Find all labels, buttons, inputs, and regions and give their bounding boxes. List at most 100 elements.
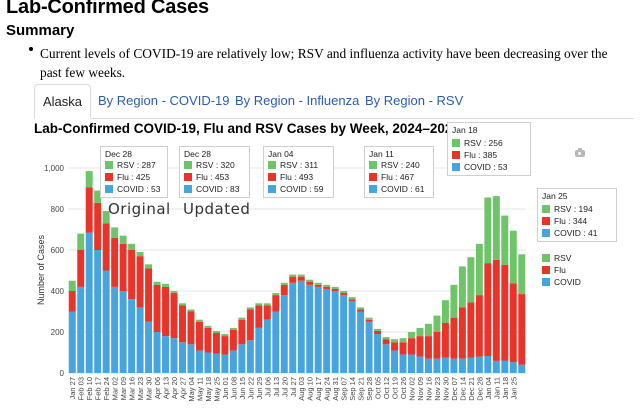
bar-covid[interactable] [391,350,399,373]
bar-rsv[interactable] [94,190,102,203]
bar-rsv[interactable] [416,327,424,337]
bar-flu[interactable] [357,309,365,312]
bar-covid[interactable] [229,350,237,373]
bar-rsv[interactable] [111,227,119,238]
bar-flu[interactable] [85,187,93,233]
bar-rsv[interactable] [246,307,254,310]
bar-covid[interactable] [111,286,119,373]
bar-covid[interactable] [297,280,305,373]
bar-flu[interactable] [484,263,492,356]
bar-flu[interactable] [102,223,110,271]
bar-covid[interactable] [246,340,254,373]
bar-flu[interactable] [391,342,399,351]
bar-flu[interactable] [128,250,136,300]
bar-flu[interactable] [238,319,246,345]
bar-rsv[interactable] [374,328,382,331]
bar-rsv[interactable] [408,332,415,339]
bar-covid[interactable] [509,362,517,373]
bar-flu[interactable] [187,311,195,345]
bar-covid[interactable] [221,354,229,373]
bar-covid[interactable] [119,291,127,373]
bar-flu[interactable] [136,256,144,308]
bar-covid[interactable] [492,360,500,373]
bar-covid[interactable] [204,352,212,374]
bar-covid[interactable] [416,356,424,373]
bar-covid[interactable] [408,354,415,373]
bar-flu[interactable] [77,250,85,287]
bar-covid[interactable] [170,338,178,373]
bar-flu[interactable] [280,284,288,296]
bar-covid[interactable] [382,344,390,373]
bar-rsv[interactable] [170,291,178,294]
bar-covid[interactable] [272,311,280,374]
bar-rsv[interactable] [382,337,390,340]
bar-covid[interactable] [365,321,373,373]
bar-flu[interactable] [179,305,186,343]
bar-rsv[interactable] [221,334,229,337]
bar-covid[interactable] [162,336,170,373]
bar-covid[interactable] [433,358,441,373]
bar-rsv[interactable] [212,330,220,334]
bar-flu[interactable] [408,338,415,355]
bar-covid[interactable] [102,270,110,374]
bar-covid[interactable] [357,311,365,374]
bar-rsv[interactable] [441,300,449,323]
bar-covid[interactable] [340,295,348,373]
bar-flu[interactable] [153,284,161,332]
bar-rsv[interactable] [458,266,466,308]
bar-flu[interactable] [382,339,390,345]
bar-covid[interactable] [153,332,161,373]
bar-flu[interactable] [365,319,373,322]
bar-flu[interactable] [509,283,517,363]
bar-flu[interactable] [162,286,170,337]
bar-covid[interactable] [238,344,246,373]
bar-covid[interactable] [450,358,458,373]
bar-rsv[interactable] [450,284,458,318]
bar-rsv[interactable] [145,264,153,269]
bar-flu[interactable] [450,317,458,359]
bar-flu[interactable] [492,259,500,361]
bar-covid[interactable] [179,342,186,373]
bar-rsv[interactable] [501,215,509,265]
bar-flu[interactable] [467,302,475,358]
bar-rsv[interactable] [179,303,186,306]
bar-covid[interactable] [374,334,382,373]
bar-covid[interactable] [501,360,509,373]
bar-rsv[interactable] [467,257,475,303]
bar-flu[interactable] [246,309,254,341]
bar-flu[interactable] [170,293,178,339]
bar-flu[interactable] [475,295,483,357]
bar-rsv[interactable] [433,315,441,332]
bar-flu[interactable] [399,342,407,355]
bar-flu[interactable] [297,276,305,281]
bar-rsv[interactable] [187,309,195,312]
bar-covid[interactable] [306,284,314,373]
bar-flu[interactable] [340,293,348,296]
bar-rsv[interactable] [162,283,170,287]
bar-rsv[interactable] [272,293,280,296]
bar-covid[interactable] [85,232,93,373]
bar-covid[interactable] [484,355,492,373]
bar-flu[interactable] [331,288,339,291]
bar-covid[interactable] [94,250,102,373]
bar-covid[interactable] [145,321,153,373]
bar-covid[interactable] [187,344,195,373]
bar-covid[interactable] [263,319,271,373]
bar-flu[interactable] [111,237,119,287]
bar-covid[interactable] [348,301,356,373]
bar-covid[interactable] [77,286,85,373]
bar-flu[interactable] [255,305,263,328]
tab-alaska[interactable]: Alaska [34,84,92,119]
bar-rsv[interactable] [85,171,93,188]
tab-region-covid[interactable]: By Region - COVID-19 [98,93,230,108]
bar-covid[interactable] [195,350,203,373]
bar-flu[interactable] [145,268,153,322]
legend-item-covid[interactable]: COVID [542,276,581,288]
bar-covid[interactable] [212,353,220,373]
bar-rsv[interactable] [68,280,76,291]
bar-flu[interactable] [68,291,76,312]
bar-flu[interactable] [212,333,220,354]
bar-rsv[interactable] [263,303,271,306]
bar-rsv[interactable] [314,282,322,285]
bar-covid[interactable] [424,358,432,373]
